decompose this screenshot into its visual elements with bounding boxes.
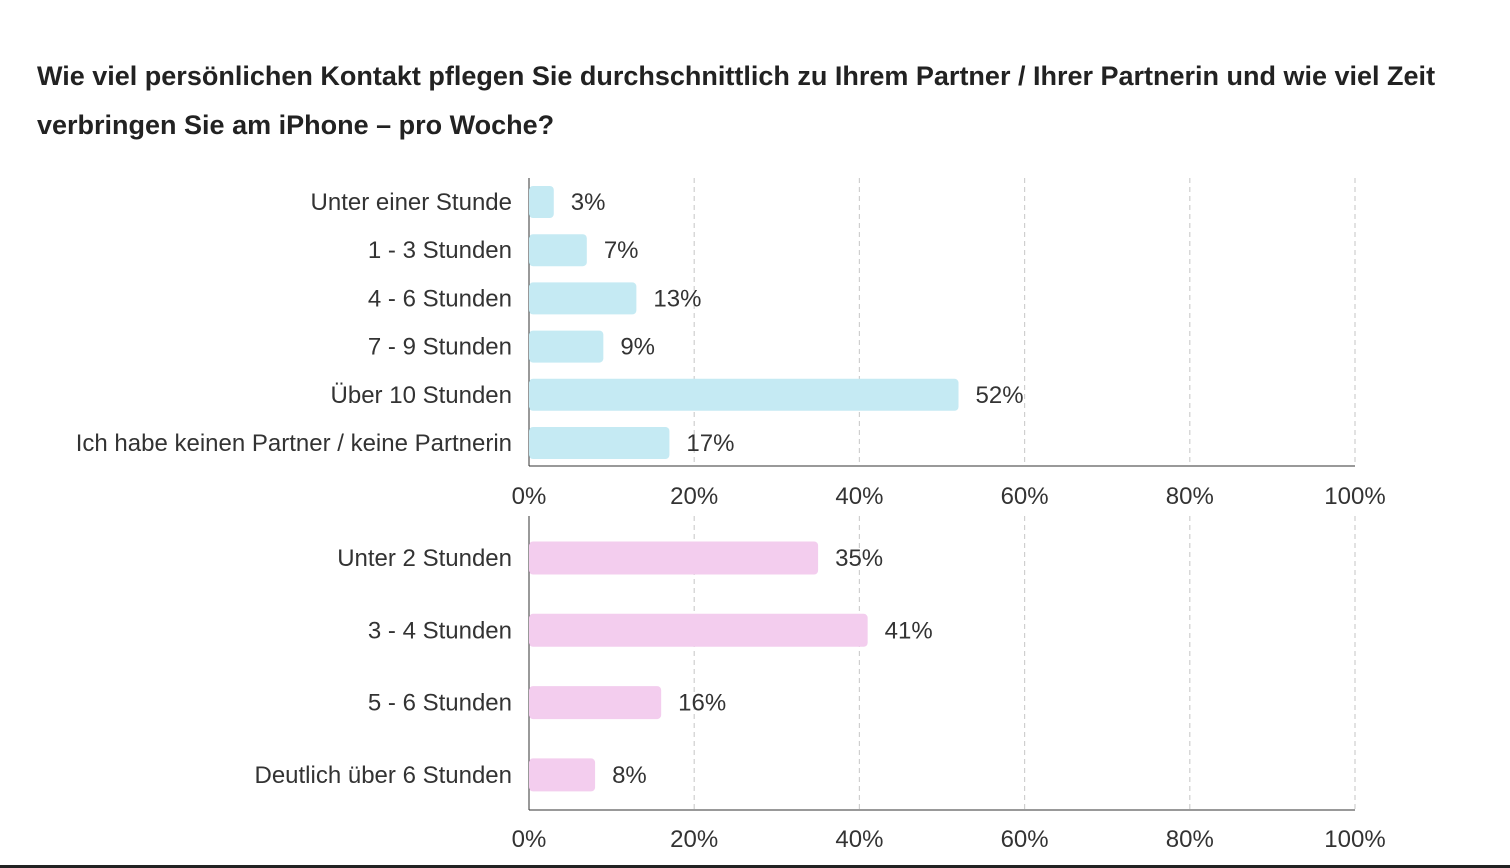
category-label: 5 - 6 Stunden [368, 690, 512, 717]
bar [529, 186, 554, 218]
data-label: 13% [653, 285, 701, 312]
bar [529, 613, 868, 647]
category-label: 7 - 9 Stunden [368, 334, 512, 361]
data-label: 41% [885, 617, 933, 644]
bar [529, 541, 819, 575]
x-tick-label: 40% [835, 483, 883, 510]
bar [529, 378, 959, 411]
data-label: 16% [678, 690, 726, 717]
x-tick-label: 80% [1166, 826, 1214, 853]
x-tick-label: 20% [670, 483, 718, 510]
x-tick-label: 0% [512, 483, 547, 510]
x-tick-label: 0% [512, 826, 547, 853]
category-label: Unter einer Stunde [311, 189, 512, 216]
category-label: Ich habe keinen Partner / keine Partneri… [76, 430, 512, 457]
data-label: 7% [604, 237, 639, 264]
bar [529, 427, 670, 459]
x-tick-label: 60% [1001, 826, 1049, 853]
bottom-divider [0, 865, 1510, 868]
category-label: Über 10 Stunden [331, 382, 512, 409]
data-label: 3% [571, 189, 606, 216]
bar [529, 758, 596, 792]
data-label: 52% [976, 382, 1024, 409]
bar [529, 234, 587, 267]
bar [529, 330, 604, 363]
x-tick-label: 100% [1324, 826, 1385, 853]
category-label: 4 - 6 Stunden [368, 285, 512, 312]
category-label: 3 - 4 Stunden [368, 617, 512, 644]
x-tick-label: 100% [1324, 483, 1385, 510]
data-label: 9% [620, 334, 655, 361]
data-label: 8% [612, 762, 647, 789]
data-label: 35% [835, 545, 883, 572]
x-tick-label: 60% [1001, 483, 1049, 510]
category-label: Deutlich über 6 Stunden [254, 762, 512, 789]
x-tick-label: 80% [1166, 483, 1214, 510]
category-label: Unter 2 Stunden [337, 545, 512, 572]
bar [529, 282, 637, 315]
x-tick-label: 20% [670, 826, 718, 853]
x-tick-label: 40% [835, 826, 883, 853]
chart-title: Wie viel persönlichen Kontakt pflegen Si… [37, 61, 1436, 140]
bar [529, 686, 662, 720]
data-label: 17% [686, 430, 734, 457]
category-label: 1 - 3 Stunden [368, 237, 512, 264]
